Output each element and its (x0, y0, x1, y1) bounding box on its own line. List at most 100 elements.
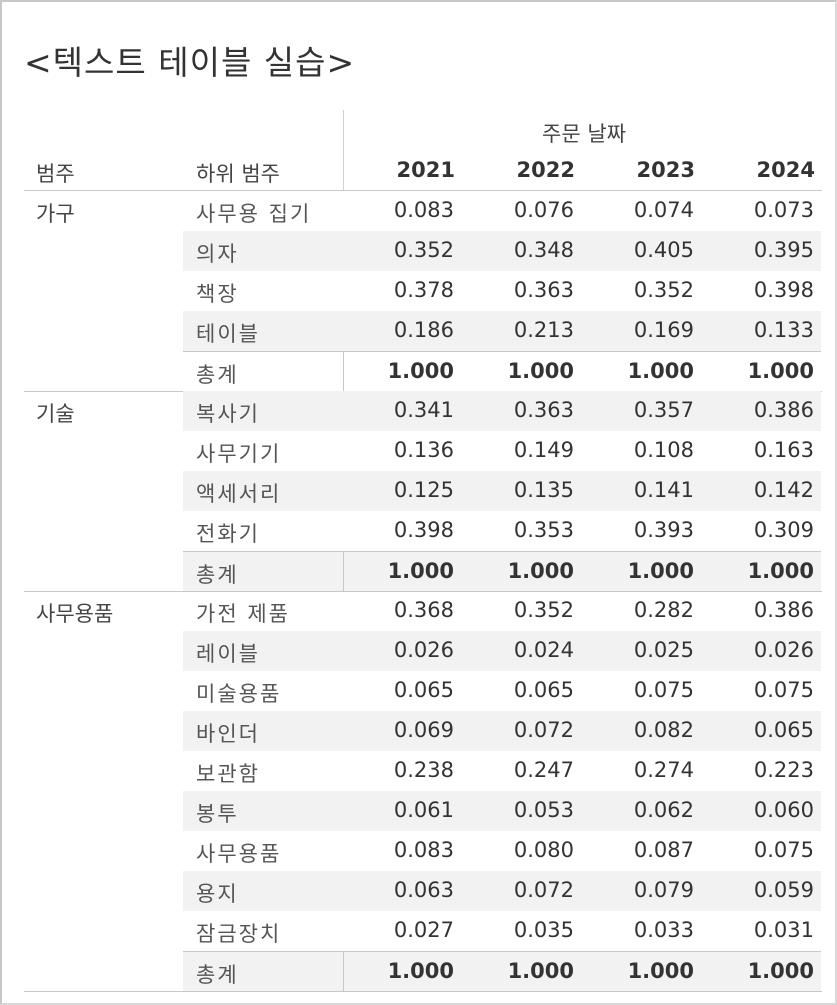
row-header-subcategory[interactable]: 하위 범주 (196, 162, 280, 186)
value-cell[interactable]: 0.079 (633, 878, 694, 902)
value-cell[interactable]: 0.393 (633, 518, 694, 542)
value-cell[interactable]: 0.352 (393, 238, 454, 262)
value-cell[interactable]: 0.386 (753, 398, 814, 422)
value-cell[interactable]: 0.025 (633, 638, 694, 662)
value-cell[interactable]: 0.348 (513, 238, 574, 262)
column-header-year[interactable]: 2024 (756, 158, 815, 182)
value-cell[interactable]: 0.309 (753, 518, 814, 542)
row-header-category[interactable]: 범주 (36, 162, 75, 186)
value-cell[interactable]: 0.386 (753, 598, 814, 622)
value-cell[interactable]: 0.352 (633, 278, 694, 302)
value-cell[interactable]: 0.059 (753, 878, 814, 902)
column-header-year[interactable]: 2021 (396, 158, 455, 182)
total-value-cell[interactable]: 1.000 (747, 559, 814, 583)
value-cell[interactable]: 0.125 (393, 478, 454, 502)
value-cell[interactable]: 0.213 (513, 318, 574, 342)
subcategory-label[interactable]: 액세서리 (196, 482, 282, 506)
value-cell[interactable]: 0.075 (753, 678, 814, 702)
category-label[interactable]: 사무용품 (36, 602, 114, 626)
subcategory-label[interactable]: 복사기 (196, 402, 260, 426)
subcategory-label[interactable]: 미술용품 (196, 682, 282, 706)
value-cell[interactable]: 0.274 (633, 758, 694, 782)
value-cell[interactable]: 0.163 (753, 438, 814, 462)
value-cell[interactable]: 0.072 (513, 878, 574, 902)
value-cell[interactable]: 0.136 (393, 438, 454, 462)
value-cell[interactable]: 0.072 (513, 718, 574, 742)
value-cell[interactable]: 0.133 (753, 318, 814, 342)
column-field-label[interactable]: 주문 날짜 (542, 122, 626, 146)
value-cell[interactable]: 0.238 (393, 758, 454, 782)
value-cell[interactable]: 0.087 (633, 838, 694, 862)
subcategory-label[interactable]: 사무용품 (196, 842, 282, 866)
category-label[interactable]: 기술 (36, 402, 75, 426)
subcategory-label[interactable]: 봉투 (196, 802, 239, 826)
subcategory-label[interactable]: 바인더 (196, 722, 260, 746)
value-cell[interactable]: 0.073 (753, 198, 814, 222)
value-cell[interactable]: 0.026 (393, 638, 454, 662)
total-value-cell[interactable]: 1.000 (627, 559, 694, 583)
value-cell[interactable]: 0.368 (393, 598, 454, 622)
value-cell[interactable]: 0.083 (393, 198, 454, 222)
category-label[interactable]: 가구 (36, 202, 75, 226)
value-cell[interactable]: 0.141 (633, 478, 694, 502)
value-cell[interactable]: 0.083 (393, 838, 454, 862)
value-cell[interactable]: 0.352 (513, 598, 574, 622)
total-value-cell[interactable]: 1.000 (387, 559, 454, 583)
value-cell[interactable]: 0.186 (393, 318, 454, 342)
value-cell[interactable]: 0.065 (393, 678, 454, 702)
value-cell[interactable]: 0.282 (633, 598, 694, 622)
value-cell[interactable]: 0.247 (513, 758, 574, 782)
subcategory-label[interactable]: 의자 (196, 242, 239, 266)
value-cell[interactable]: 0.075 (633, 678, 694, 702)
value-cell[interactable]: 0.065 (513, 678, 574, 702)
column-header-year[interactable]: 2022 (516, 158, 575, 182)
value-cell[interactable]: 0.063 (393, 878, 454, 902)
value-cell[interactable]: 0.076 (513, 198, 574, 222)
total-value-cell[interactable]: 1.000 (507, 359, 574, 383)
value-cell[interactable]: 0.405 (633, 238, 694, 262)
subcategory-label[interactable]: 테이블 (196, 322, 260, 346)
value-cell[interactable]: 0.398 (393, 518, 454, 542)
value-cell[interactable]: 0.149 (513, 438, 574, 462)
value-cell[interactable]: 0.341 (393, 398, 454, 422)
subcategory-label[interactable]: 레이블 (196, 642, 260, 666)
value-cell[interactable]: 0.357 (633, 398, 694, 422)
subcategory-label[interactable]: 사무용 집기 (196, 202, 312, 226)
value-cell[interactable]: 0.074 (633, 198, 694, 222)
total-value-cell[interactable]: 1.000 (507, 559, 574, 583)
value-cell[interactable]: 0.080 (513, 838, 574, 862)
total-label[interactable]: 총계 (196, 363, 239, 387)
value-cell[interactable]: 0.075 (753, 838, 814, 862)
subcategory-label[interactable]: 전화기 (196, 522, 260, 546)
total-value-cell[interactable]: 1.000 (747, 359, 814, 383)
subcategory-label[interactable]: 가전 제품 (196, 602, 290, 626)
value-cell[interactable]: 0.033 (633, 918, 694, 942)
value-cell[interactable]: 0.395 (753, 238, 814, 262)
value-cell[interactable]: 0.082 (633, 718, 694, 742)
value-cell[interactable]: 0.353 (513, 518, 574, 542)
value-cell[interactable]: 0.378 (393, 278, 454, 302)
total-label[interactable]: 총계 (196, 563, 239, 587)
value-cell[interactable]: 0.108 (633, 438, 694, 462)
value-cell[interactable]: 0.062 (633, 798, 694, 822)
value-cell[interactable]: 0.065 (753, 718, 814, 742)
value-cell[interactable]: 0.026 (753, 638, 814, 662)
value-cell[interactable]: 0.024 (513, 638, 574, 662)
value-cell[interactable]: 0.061 (393, 798, 454, 822)
value-cell[interactable]: 0.031 (753, 918, 814, 942)
value-cell[interactable]: 0.223 (753, 758, 814, 782)
value-cell[interactable]: 0.053 (513, 798, 574, 822)
total-value-cell[interactable]: 1.000 (747, 959, 814, 983)
value-cell[interactable]: 0.027 (393, 918, 454, 942)
subcategory-label[interactable]: 용지 (196, 882, 239, 906)
subcategory-label[interactable]: 사무기기 (196, 442, 282, 466)
subcategory-label[interactable]: 보관함 (196, 762, 260, 786)
total-value-cell[interactable]: 1.000 (387, 359, 454, 383)
value-cell[interactable]: 0.363 (513, 278, 574, 302)
subcategory-label[interactable]: 잠금장치 (196, 922, 282, 946)
value-cell[interactable]: 0.135 (513, 478, 574, 502)
total-value-cell[interactable]: 1.000 (387, 959, 454, 983)
value-cell[interactable]: 0.142 (753, 478, 814, 502)
value-cell[interactable]: 0.363 (513, 398, 574, 422)
total-value-cell[interactable]: 1.000 (507, 959, 574, 983)
